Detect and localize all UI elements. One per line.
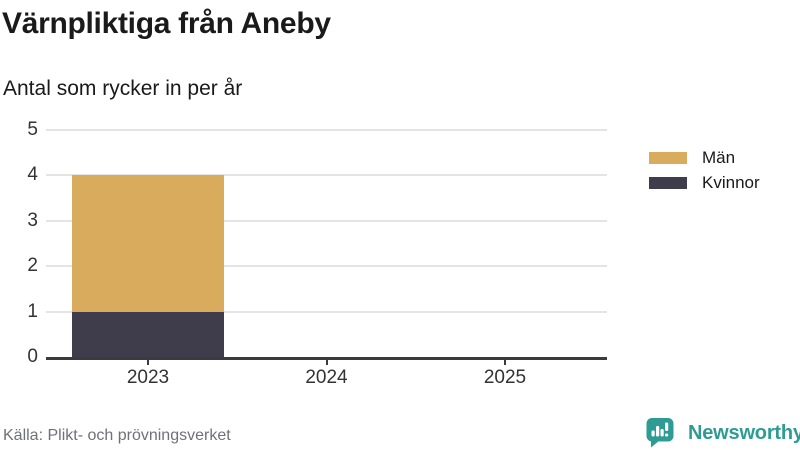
legend-item-män: Män (649, 146, 760, 170)
x-axis-tick (147, 360, 149, 365)
y-axis-tick-label: 4 (27, 164, 38, 186)
newsworthy-logo[interactable]: Newsworthy (645, 416, 800, 448)
bar-segment-män (72, 175, 224, 312)
x-axis-tick-label: 2024 (305, 367, 348, 388)
y-axis-tick-label: 5 (27, 119, 38, 140)
legend: Män Kvinnor (649, 146, 760, 196)
legend-label: Män (702, 148, 736, 167)
y-axis-tick-label: 1 (27, 300, 38, 322)
chart-subtitle: Antal som rycker in per år (3, 77, 243, 100)
y-axis-tick-label: 0 (27, 346, 38, 367)
legend-swatch (649, 152, 687, 164)
chart-title: Värnpliktiga från Aneby (2, 7, 331, 40)
legend-swatch (649, 177, 687, 189)
gridline (46, 174, 607, 177)
legend-item-kvinnor: Kvinnor (649, 171, 760, 195)
y-axis-tick-label: 3 (27, 209, 38, 231)
gridline (46, 129, 607, 131)
gridline (46, 219, 607, 222)
bar-segment-kvinnor (72, 311, 224, 357)
y-axis-tick-label: 2 (27, 255, 38, 277)
newsworthy-bubble-chart-icon (646, 418, 674, 448)
source-note: Källa: Plikt- och prövningsverket (3, 427, 231, 444)
newsworthy-wordmark: Newsworthy (688, 422, 800, 444)
gridline (46, 265, 607, 268)
x-axis-tick (504, 360, 506, 365)
x-axis-tick-label: 2023 (126, 367, 170, 388)
x-axis-line (46, 357, 607, 360)
gridline (46, 310, 607, 313)
x-axis-tick (325, 360, 328, 365)
legend-label: Kvinnor (702, 173, 760, 192)
x-axis-tick-label: 2025 (483, 367, 527, 388)
